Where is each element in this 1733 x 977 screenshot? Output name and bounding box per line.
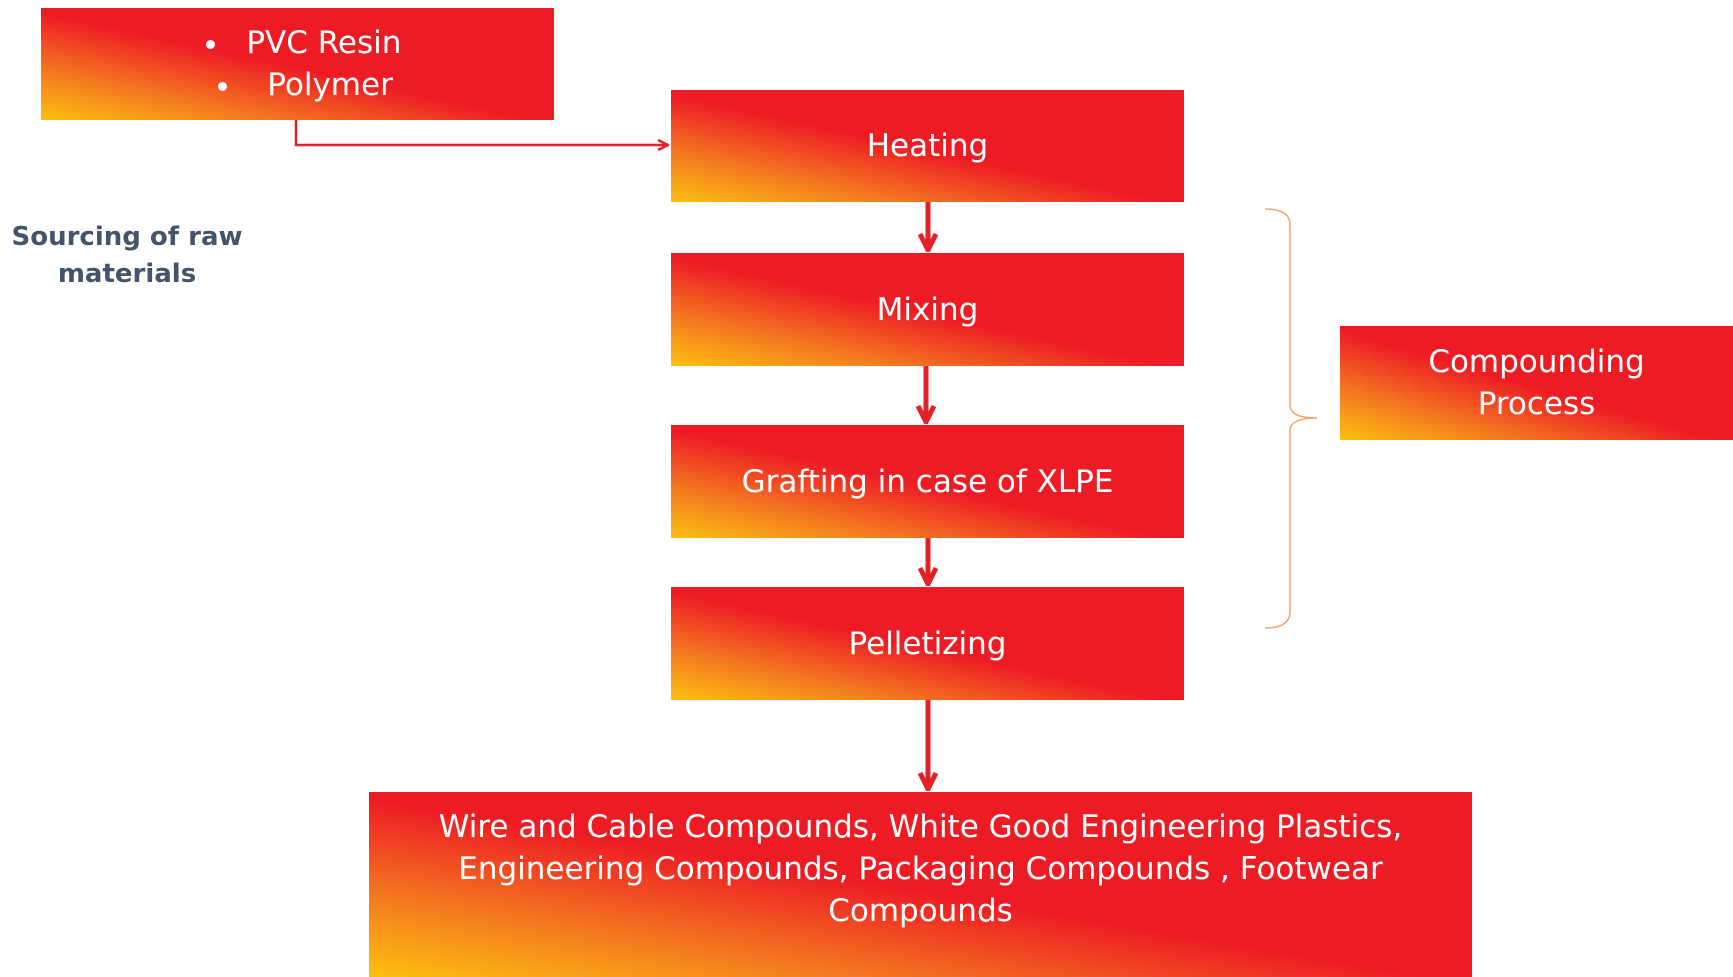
group-box: Compounding Process [1340,326,1733,440]
source-connector [294,120,668,145]
source-box: PVC Resin Polymer [41,8,554,120]
source-label: Sourcing of raw materials [11,222,243,289]
source-list: PVC Resin Polymer [194,22,401,106]
step-box: Grafting in case of XLPE [671,425,1184,538]
source-item: Polymer [243,64,401,106]
step-box: Heating [671,90,1184,202]
source-item: PVC Resin [231,22,401,64]
step-box: Mixing [671,253,1184,366]
output-box: Wire and Cable Compounds, White Good Eng… [369,792,1472,977]
brace [1264,208,1318,629]
step-box: Pelletizing [671,587,1184,700]
